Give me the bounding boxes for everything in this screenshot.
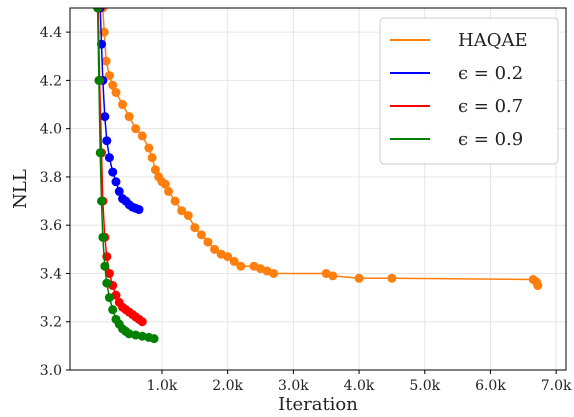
- data-point-eps-0-2: [102, 136, 112, 146]
- legend-label-eps-0-2: ϵ = 0.2: [458, 63, 523, 84]
- data-point-eps-0-9: [94, 75, 104, 85]
- data-point-haqae: [124, 112, 134, 122]
- data-point-haqae: [177, 206, 187, 216]
- y-tick-label: 3.2: [40, 315, 62, 331]
- data-point-haqae: [104, 71, 114, 81]
- data-point-haqae: [101, 56, 111, 66]
- y-tick-label: 4.4: [40, 25, 62, 41]
- x-tick-label: 5.0k: [409, 378, 440, 394]
- data-point-eps-0-2: [134, 205, 144, 215]
- data-point-eps-0-7: [104, 268, 114, 278]
- series-haqae: [98, 8, 543, 291]
- y-tick-label: 3.0: [40, 363, 62, 379]
- data-point-haqae: [223, 252, 233, 262]
- y-tick-label: 3.6: [40, 218, 62, 234]
- ticks: 1.0k 2.0k 3.0k 4.0k 5.0k 6.0k 7.0k 3.0 3.2 3.4 3.6…: [40, 25, 572, 394]
- y-tick-label: 3.8: [40, 170, 62, 186]
- data-point-eps-0-2: [114, 186, 124, 196]
- data-point-eps-0-2: [108, 167, 118, 177]
- plot-frame: [69, 7, 567, 371]
- data-point-haqae: [183, 211, 193, 221]
- data-point-haqae: [190, 223, 200, 233]
- data-point-eps-0-9: [95, 148, 105, 158]
- x-tick-label: 7.0k: [541, 378, 572, 394]
- data-point-eps-0-9: [100, 261, 110, 271]
- data-point-eps-0-2: [100, 112, 110, 122]
- data-point-haqae: [170, 196, 180, 206]
- x-tick-label: 6.0k: [475, 378, 506, 394]
- data-point-eps-0-9: [102, 278, 112, 288]
- data-point-eps-0-9: [108, 305, 118, 315]
- series-layer: [93, 8, 543, 344]
- data-point-haqae: [354, 273, 364, 283]
- data-point-haqae: [387, 273, 397, 283]
- y-tick-label: 4.2: [40, 73, 62, 89]
- legend-box: [379, 17, 559, 165]
- data-point-eps-0-9: [149, 334, 159, 344]
- y-tick-label: 4.0: [40, 122, 62, 138]
- data-point-haqae: [210, 244, 220, 254]
- data-point-haqae: [131, 124, 141, 134]
- data-point-eps-0-9: [104, 293, 114, 303]
- data-point-haqae: [196, 230, 206, 240]
- data-point-haqae: [118, 100, 128, 110]
- data-point-haqae: [150, 165, 160, 175]
- y-tick-label: 3.4: [40, 266, 62, 282]
- data-point-haqae: [203, 237, 213, 247]
- data-point-haqae: [99, 27, 109, 37]
- data-point-haqae: [160, 179, 170, 189]
- series-eps-0-2: [95, 8, 144, 215]
- data-point-eps-0-7: [137, 317, 147, 327]
- x-tick-label: 2.0k: [212, 378, 243, 394]
- data-point-haqae: [164, 186, 174, 196]
- legend: HAQAE ϵ = 0.2 ϵ = 0.7 ϵ = 0.9: [379, 17, 559, 165]
- data-point-haqae: [147, 153, 157, 163]
- y-axis-label: NLL: [10, 169, 31, 209]
- data-point-eps-0-9: [93, 8, 103, 13]
- data-point-haqae: [328, 271, 338, 281]
- data-point-eps-0-9: [98, 232, 108, 242]
- data-point-haqae: [236, 261, 246, 271]
- legend-label-eps-0-7: ϵ = 0.7: [458, 96, 523, 117]
- data-point-haqae: [137, 131, 147, 141]
- legend-label-haqae: HAQAE: [458, 30, 528, 51]
- x-tick-label: 4.0k: [344, 378, 375, 394]
- data-point-haqae: [144, 143, 154, 153]
- data-point-eps-0-2: [104, 153, 114, 163]
- data-point-eps-0-2: [111, 177, 121, 187]
- x-tick-label: 1.0k: [147, 378, 178, 394]
- legend-label-eps-0-9: ϵ = 0.9: [458, 129, 523, 150]
- data-point-haqae: [229, 256, 239, 266]
- data-point-haqae: [111, 87, 121, 97]
- data-point-haqae: [269, 268, 279, 278]
- data-point-haqae: [108, 80, 118, 90]
- data-point-eps-0-9: [97, 196, 107, 206]
- data-point-haqae: [533, 281, 543, 291]
- series-eps-0-9: [93, 8, 159, 344]
- x-axis-label: Iteration: [278, 394, 358, 415]
- x-tick-label: 3.0k: [278, 378, 309, 394]
